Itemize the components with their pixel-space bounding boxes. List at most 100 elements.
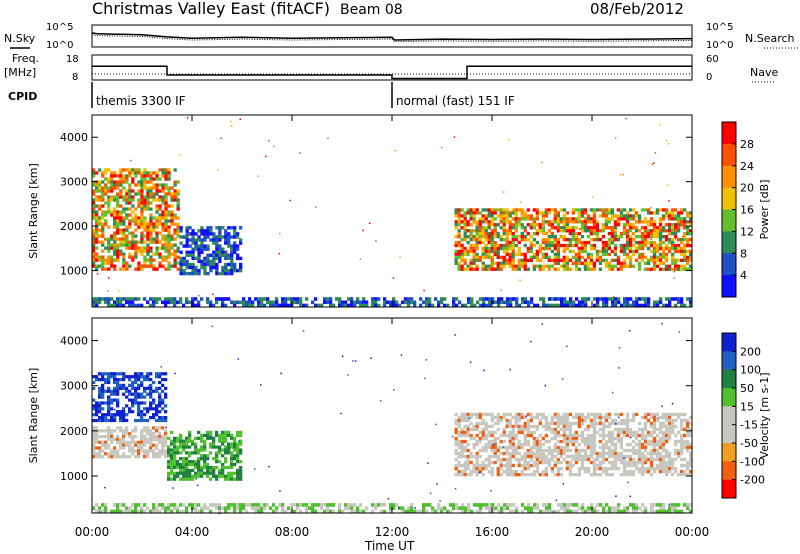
echo-cell [212,468,216,472]
echo-cell [239,465,243,470]
echo-cell [149,219,153,223]
echo-cell [490,223,494,227]
echo-cell [200,241,204,245]
echo-cell [674,470,678,474]
echo-cell [224,256,228,261]
echo-cell [563,297,567,301]
echo-cell [520,457,524,462]
echo-cell [556,226,560,230]
echo-cell [529,255,533,259]
echo-cell [616,421,621,426]
echo-cell [523,454,527,459]
echo-cell [125,261,129,265]
echo-cell [460,448,464,453]
nave-label: Nave [750,66,778,79]
echo-cell [655,467,660,471]
echo-cell [236,244,240,248]
echo-cell [493,430,497,435]
echo-cell [338,509,342,514]
echo-cell [209,259,213,264]
echo-cell [559,226,563,230]
echo-cell [203,463,207,467]
echo-cell [505,238,509,242]
echo-cell [209,503,213,507]
echo-scatter [195,478,197,480]
echo-cell [517,235,521,239]
echo-cell [131,219,135,223]
echo-cell [652,267,657,271]
echo-cell [92,249,96,253]
echo-cell [209,451,213,455]
echo-cell [194,506,198,510]
echo-cell [631,243,636,248]
echo-cell [182,256,186,261]
echo-cell [125,243,129,247]
echo-cell [101,435,105,439]
echo-cell [194,297,198,301]
echo-cell [197,268,201,273]
echo-cell [197,271,201,276]
echo-cell [490,433,494,438]
echo-cell [589,258,594,262]
echo-scatter [666,184,669,187]
echo-cell [137,440,141,444]
echo-cell [233,509,237,514]
echo-cell [562,267,566,271]
echo-scatter [427,462,429,464]
echo-cell [170,213,174,217]
echo-cell [472,246,476,251]
echo-cell [293,300,297,305]
echo-cell [401,509,405,514]
echo-cell [646,220,651,224]
echo-cell [634,214,639,218]
echo-cell [610,442,615,447]
echo-cell [490,424,494,429]
echo-cell [488,506,492,510]
echo-cell [481,421,485,426]
echo-cell [359,303,363,308]
echo-scatter [424,377,426,380]
echo-cell [610,240,615,245]
echo-cell [625,415,630,420]
echo-cell [299,297,303,301]
echo-cell [508,261,512,265]
echo-cell [164,234,168,238]
echo-cell [613,258,618,262]
echo-cell [613,454,618,459]
echo-cell [463,258,467,262]
echo-cell [128,183,132,187]
echo-cell [607,412,612,417]
echo-cell [652,427,657,432]
echo-cell [583,246,588,251]
echo-cell [98,435,102,439]
echo-cell [176,207,180,211]
echo-cell [272,503,276,507]
echo-cell [604,243,609,248]
colorbar-segment [722,209,736,232]
echo-cell [610,264,615,268]
echo-cell [523,264,527,268]
echo-cell [544,264,548,268]
echo-cell [631,439,636,444]
echo-cell [149,386,153,390]
echo-cell [541,255,545,259]
echo-cell [457,243,461,248]
echo-cell [634,412,639,417]
echo-cell [149,213,153,217]
echo-cell [107,418,111,423]
echo-cell [577,214,582,218]
echo-cell [535,412,539,417]
echo-cell [517,252,521,257]
echo-cell [203,445,207,449]
echo-cell [200,433,204,437]
echo-cell [634,433,639,438]
echo-cell [475,211,479,215]
echo-cell [683,217,687,221]
echo-cell [568,232,572,236]
echo-cell [107,189,111,193]
echo-cell [95,503,99,507]
echo-cell [245,300,249,305]
echo-cell [532,454,536,459]
echo-cell [475,267,479,271]
echo-cell [490,467,494,471]
